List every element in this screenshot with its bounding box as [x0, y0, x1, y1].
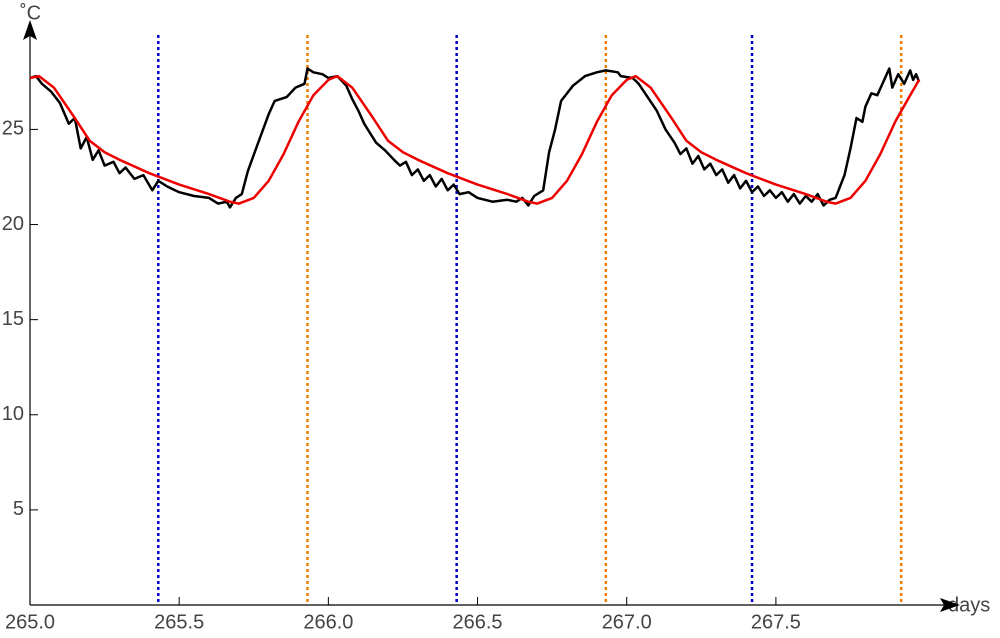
y-tick-label: 15 [2, 308, 24, 330]
x-axis-arrow [940, 598, 960, 612]
x-tick-label: 267.5 [751, 611, 801, 633]
y-tick-label: 5 [13, 498, 24, 520]
x-tick-label: 266.0 [303, 611, 353, 633]
y-tick-label: 10 [2, 403, 24, 425]
y-axis-arrow [23, 20, 37, 40]
x-tick-label: 266.5 [453, 611, 503, 633]
y-tick-label: 20 [2, 213, 24, 235]
data-line [29, 67, 921, 209]
x-tick-label: 265.0 [5, 611, 55, 633]
x-tick-label: 265.5 [154, 611, 204, 633]
x-axis-label: days [948, 594, 990, 616]
x-tick-label: 267.0 [602, 611, 652, 633]
data-line [29, 74, 921, 205]
y-tick-label: 25 [2, 118, 24, 140]
y-axis-label: ˚C [20, 2, 41, 24]
